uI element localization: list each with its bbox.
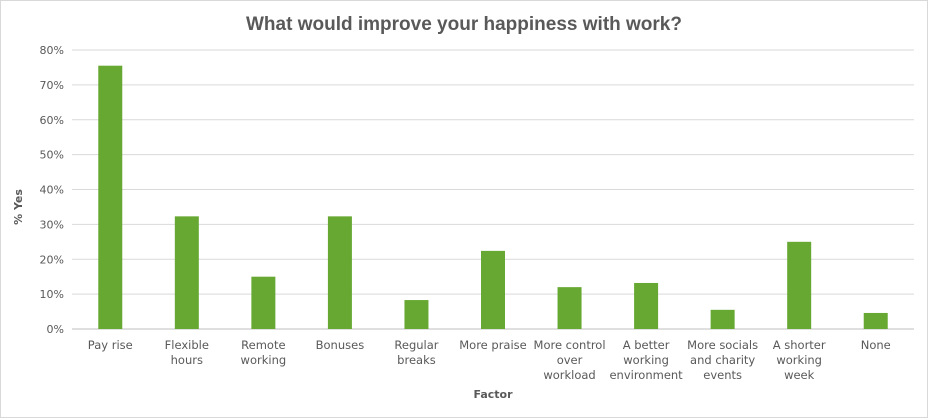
gridlines	[72, 49, 914, 330]
bar	[787, 241, 812, 329]
bar	[634, 282, 659, 329]
bar	[481, 250, 505, 329]
x-category-label: A better working environment	[609, 338, 683, 382]
y-tick-label: 0%	[47, 323, 64, 336]
x-category-label: None	[861, 338, 891, 352]
bar	[327, 216, 352, 329]
x-category-label: A shorter working week	[773, 338, 826, 382]
chart-title: What would improve your happiness with w…	[246, 14, 682, 35]
x-axis-categories: Pay rise Flexible hours Remote working Bonuse…	[88, 338, 891, 382]
y-tick-label: 30%	[40, 218, 64, 231]
x-category-label: More socials and charity events	[687, 338, 758, 382]
x-category-label: More control over workload	[534, 338, 606, 382]
bars	[98, 65, 888, 329]
y-tick-label: 70%	[40, 79, 64, 92]
bar	[98, 65, 123, 329]
y-tick-label: 20%	[40, 253, 64, 266]
y-tick-label: 40%	[40, 184, 64, 197]
y-tick-label: 60%	[40, 114, 64, 127]
x-category-label: Bonuses	[316, 338, 365, 352]
x-category-label: Regular breaks	[394, 338, 438, 367]
bar	[863, 312, 888, 329]
y-tick-label: 50%	[40, 149, 64, 162]
bar	[174, 216, 199, 329]
y-axis-ticks: 0% 10% 20% 30% 40% 50% 60% 70% 80%	[40, 44, 64, 336]
x-category-label: Remote working	[241, 338, 287, 367]
bar	[251, 276, 276, 329]
y-tick-label: 10%	[40, 288, 64, 301]
bar	[557, 287, 582, 329]
bar	[710, 309, 735, 329]
x-category-label: Pay rise	[88, 338, 133, 352]
x-category-label: Flexible hours	[165, 338, 209, 367]
x-axis-label: Factor	[473, 388, 513, 401]
y-axis-label: % Yes	[12, 189, 25, 225]
bar	[404, 300, 429, 329]
x-category-label: More praise	[459, 338, 527, 352]
y-tick-label: 80%	[40, 44, 64, 57]
